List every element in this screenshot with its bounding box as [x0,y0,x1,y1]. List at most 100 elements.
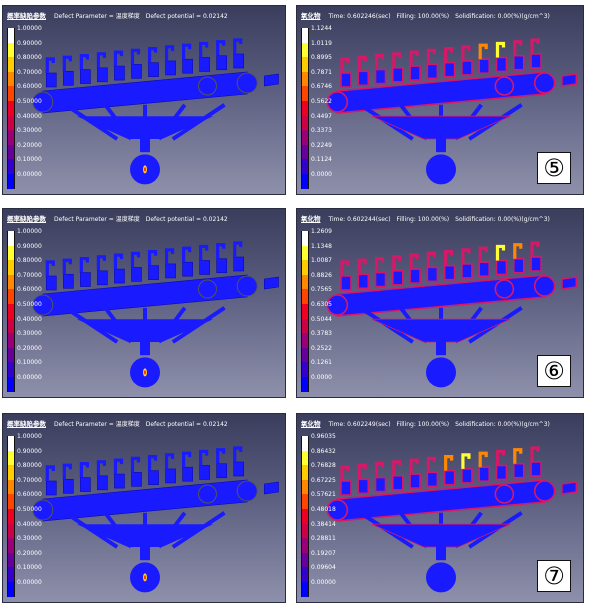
gate-hook [340,57,350,73]
gate-hook [478,246,488,263]
legend-swatch [301,494,309,509]
runner-end-left [326,499,349,521]
side-lug [561,276,578,290]
legend-swatch [7,100,15,116]
gate-hook [409,253,419,270]
gate-hook [130,48,141,65]
gate-hook [182,246,192,263]
legend-value: 0.30000 [17,330,42,338]
legend-value: 0.70000 [17,271,42,279]
legend-value: 0.40000 [17,315,42,323]
runner-end-left [326,91,349,113]
runner-end-mid [197,76,217,96]
legend-swatch [7,552,15,568]
legend-value: 0.00000 [17,578,42,586]
gate-hook [113,50,124,67]
casting-view [326,241,578,388]
gate-block [409,65,421,81]
panel-title: 概率缺陷参数 [7,420,46,428]
sprue-stem [140,137,150,153]
gate-block [357,478,370,495]
panel-header-text: Solidification: 0.00(%)(g/cm^3) [455,421,550,428]
legend-value: 0.80000 [17,257,42,265]
legend-swatch [301,130,309,145]
runner-end-right [236,275,258,297]
gate-block [45,480,57,496]
gate-hook [357,463,367,480]
gate-block [409,473,421,489]
gate-hook [374,53,385,70]
legend-swatch [7,245,15,261]
gate-block [374,271,387,288]
gate-hook [478,451,488,468]
gate-hook [495,244,506,261]
legend-swatch [301,347,309,363]
runner-end-mid [197,279,217,299]
panel-header-text: Solidification: 0.00(%)(g/cm^3) [455,13,550,20]
gate-hook [444,47,454,63]
gate-hook [147,47,158,63]
legend-value: 0.6305 [311,300,332,308]
gate-block [80,69,91,84]
gate-block [199,260,210,275]
legend-swatch [7,28,15,43]
gate-block [233,53,245,69]
legend-value: 0.1261 [311,359,332,367]
legend-swatch [301,362,309,377]
legend-value: 0.90000 [17,39,42,47]
casting-view [326,38,578,185]
gate-hook [513,40,523,56]
panel-title: 氧化物 [301,12,321,20]
legend-swatch [301,57,309,72]
panel-header-text: Filling: 100.00(%) [396,13,450,20]
gate-block [148,470,159,485]
branch-web [371,523,511,548]
gate-hook [392,255,402,271]
runner-end-left [32,91,54,113]
gate-hook [495,41,506,58]
runner-end-mid [197,484,217,504]
side-lug [561,73,578,87]
gate-block [165,468,176,484]
side-lug [263,481,279,495]
sprue-stem [436,137,446,153]
legend-swatch [7,318,15,334]
legend-value: 0.50000 [17,505,42,513]
legend-value: 0.3783 [311,330,332,338]
legend-swatch [301,144,309,160]
legend-value: 0.7565 [311,286,332,294]
gate-block [374,68,387,85]
legend-value: 0.5044 [311,315,332,323]
gate-block [495,464,508,481]
gate-block [461,468,473,484]
gate-block [357,273,370,290]
legend-swatch [301,173,309,189]
runner-end-right [533,480,556,502]
legend-value: 0.00000 [311,578,336,586]
panel-header-text: Defect Parameter = 温度梯度 [54,13,140,20]
gate-hook [164,248,175,264]
gate-hook [62,55,72,72]
legend-value: 0.28811 [311,535,336,543]
gate-block [530,256,542,272]
panel-header-text: Time: 0.602249(sec) [328,421,391,428]
gate-hook [374,461,385,478]
gate-hook [147,455,158,471]
sprue-stem [436,545,446,561]
gate-block [97,270,108,286]
gate-block [495,259,508,276]
legend-value: 0.80000 [17,462,42,470]
panel-header: 氧化物 Time: 0.602249(sec) Filling: 100.00(%)… [301,419,579,429]
gate-block [216,55,227,71]
gate-block [409,268,421,284]
legend-value: 1.00000 [17,228,42,235]
gate-block [443,61,456,78]
legend-value: 0.0000 [311,373,332,381]
gate-hook [62,463,72,480]
gate-block [182,466,193,482]
legend-value: 0.38414 [311,520,336,528]
gate-hook [461,248,471,264]
gate-hook [374,256,385,273]
gate-block [199,465,210,480]
gate-hook [199,244,209,261]
